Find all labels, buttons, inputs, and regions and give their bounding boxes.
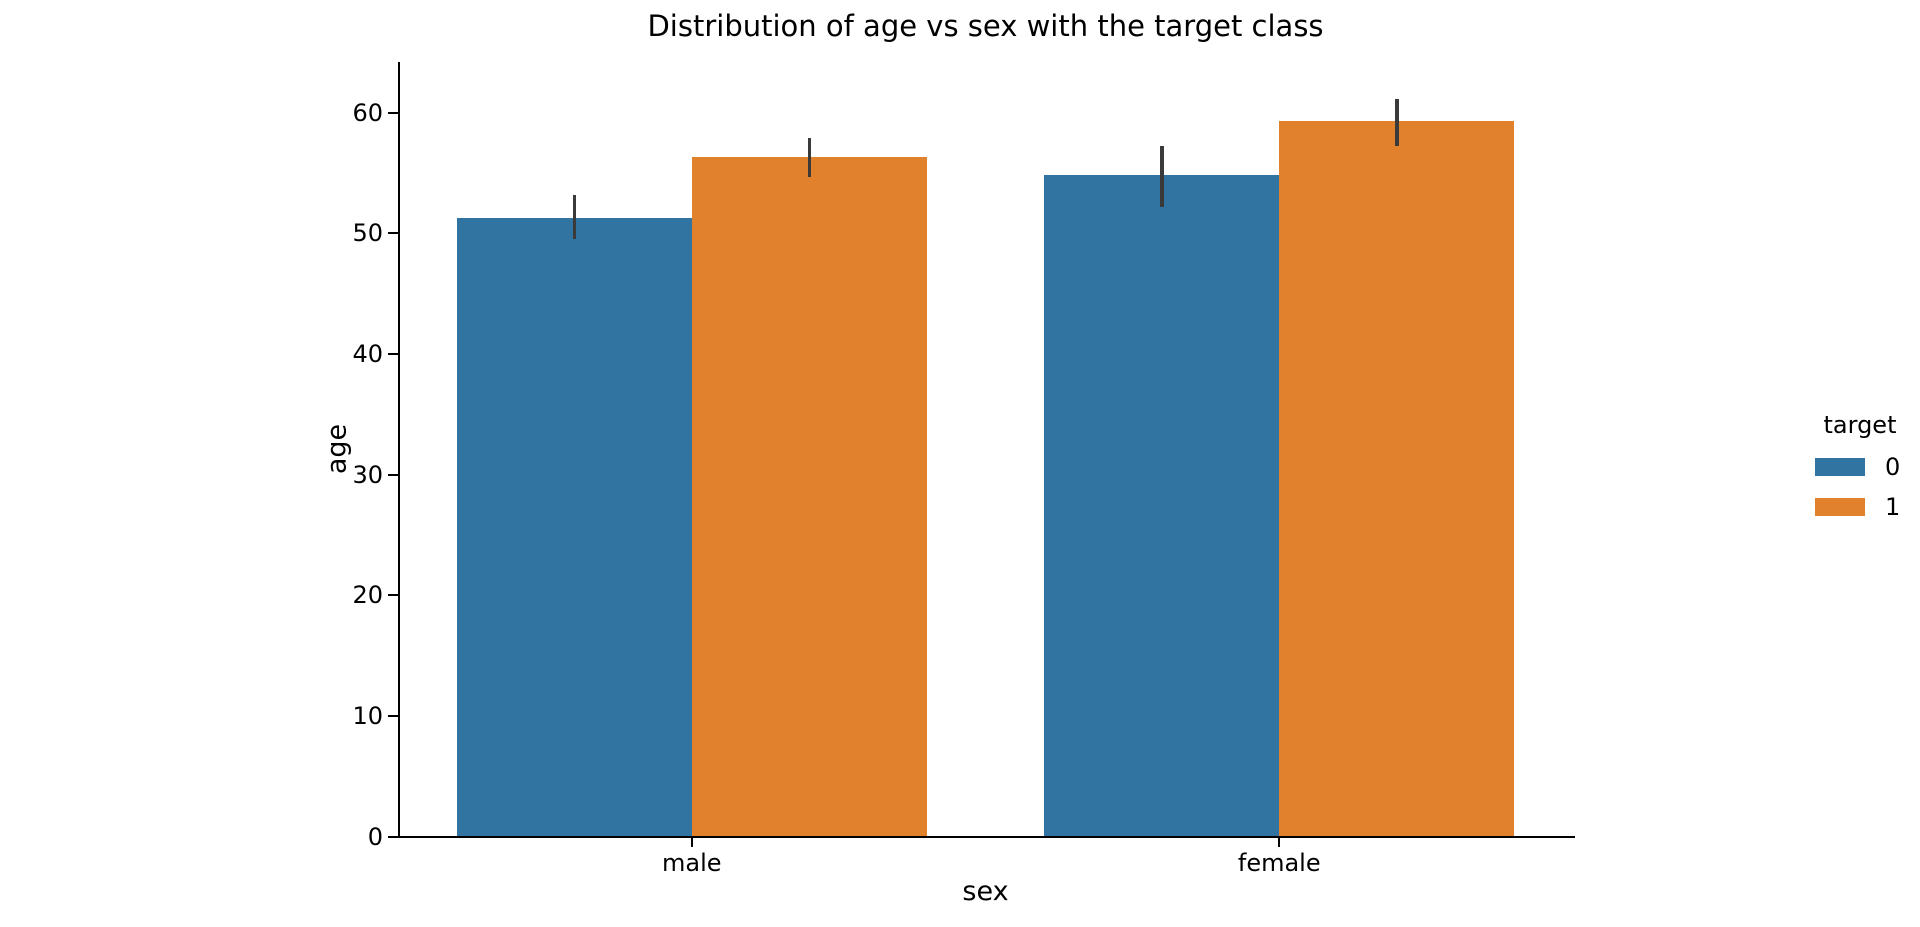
y-tick-mark — [388, 714, 398, 717]
legend-label-0: 0 — [1885, 453, 1901, 481]
legend-item-0: 0 — [1810, 455, 1910, 479]
bar-male-target-1 — [691, 157, 927, 837]
y-tick-label: 0 — [367, 822, 383, 851]
y-tick-label: 60 — [352, 98, 383, 127]
x-tick-label: female — [1237, 849, 1321, 877]
error-bar-male-target-1 — [807, 138, 811, 177]
y-tick-label: 40 — [352, 339, 383, 368]
bar-male-target-0 — [456, 217, 692, 837]
chart-title: Distribution of age vs sex with the targ… — [647, 9, 1324, 43]
plot-area — [398, 62, 1575, 838]
x-tick-mark — [690, 838, 693, 847]
y-tick-label: 20 — [352, 581, 383, 610]
y-tick-mark — [388, 352, 398, 355]
legend-label-1: 1 — [1885, 493, 1901, 521]
y-tick-label: 30 — [352, 460, 383, 489]
bar-female-target-1 — [1279, 121, 1515, 837]
legend-swatch-0 — [1815, 458, 1865, 476]
error-bar-male-target-0 — [572, 194, 576, 240]
error-bar-female-target-1 — [1395, 99, 1399, 147]
legend-swatch-1 — [1815, 498, 1865, 516]
y-tick-mark — [388, 111, 398, 114]
y-tick-label: 50 — [352, 219, 383, 248]
y-tick-mark — [388, 473, 398, 476]
y-tick-mark — [388, 594, 398, 597]
y-tick-mark — [388, 835, 398, 838]
legend-item-1: 1 — [1810, 495, 1910, 519]
y-tick-mark — [388, 232, 398, 235]
legend-title: target — [1823, 411, 1897, 439]
error-bar-female-target-0 — [1160, 146, 1164, 207]
bar-female-target-0 — [1044, 175, 1280, 837]
y-tick-label: 10 — [352, 701, 383, 730]
x-tick-mark — [1278, 838, 1281, 847]
x-axis-label: sex — [962, 876, 1009, 907]
y-axis-label: age — [321, 423, 353, 475]
x-tick-label: male — [661, 849, 722, 877]
